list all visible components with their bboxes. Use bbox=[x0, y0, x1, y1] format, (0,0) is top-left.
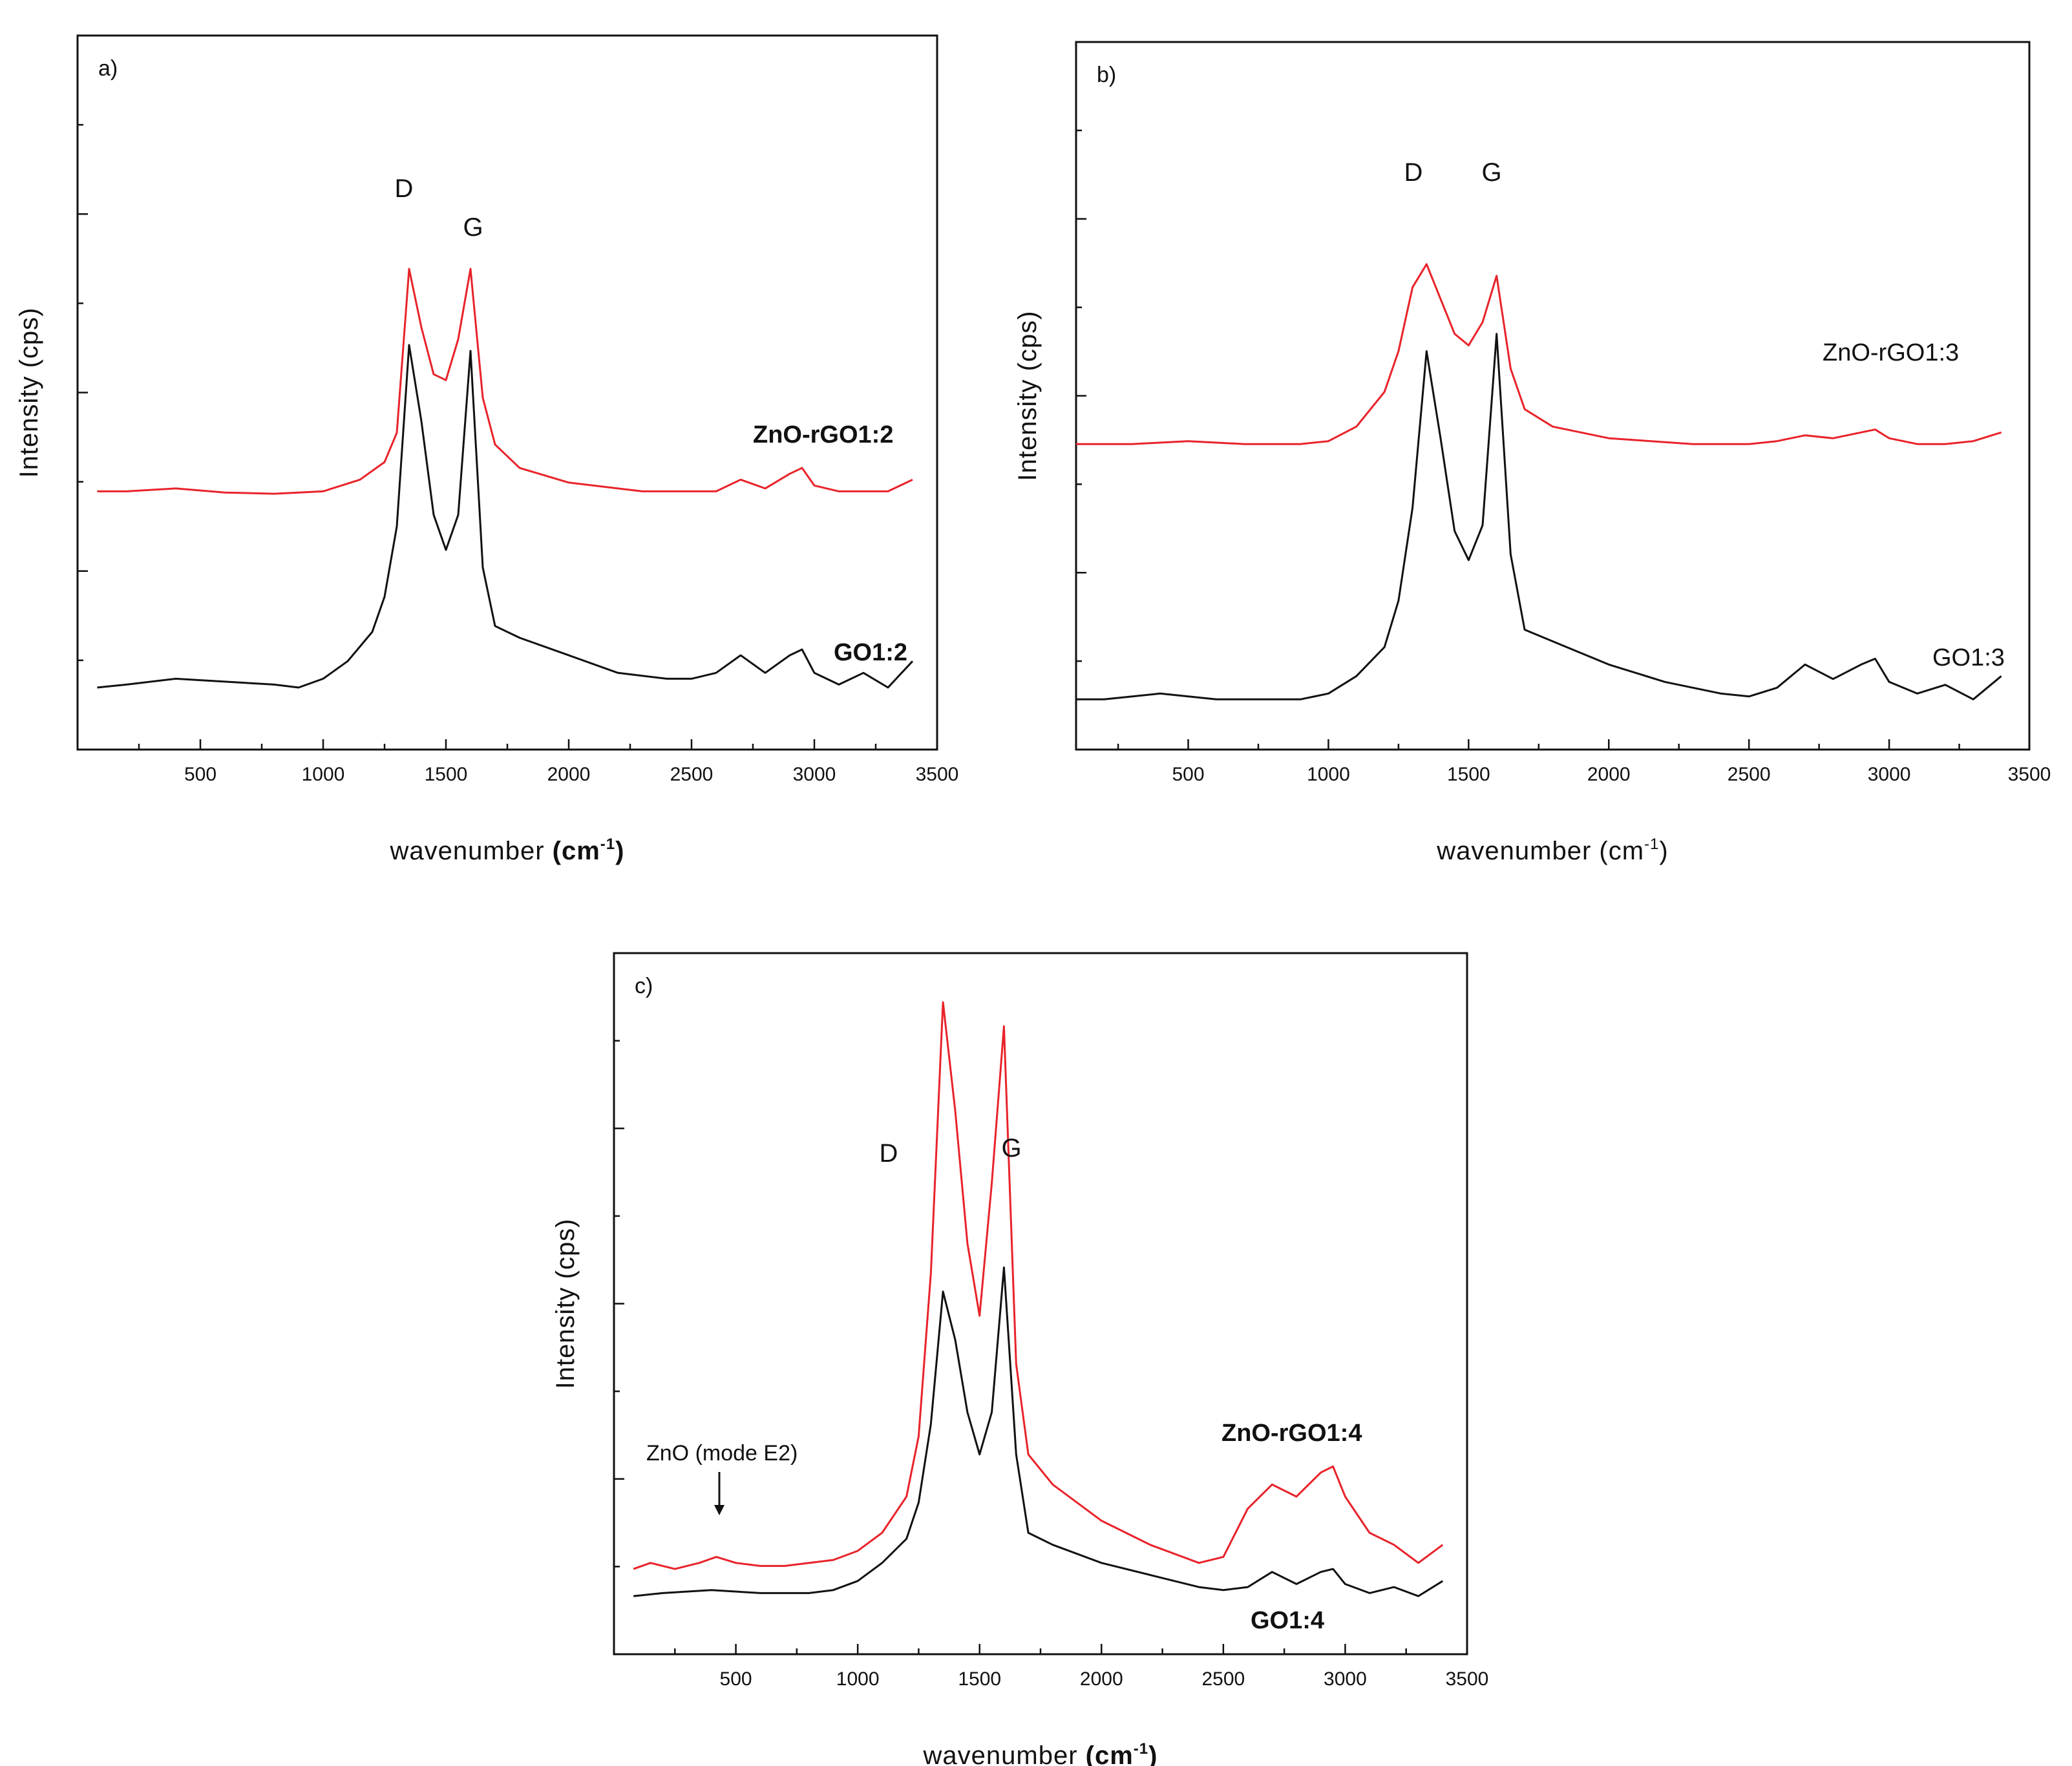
series-line-go1-4 bbox=[633, 1267, 1444, 1597]
panel-label: c) bbox=[635, 974, 653, 998]
y-axis-title: Intensity (cps) bbox=[15, 308, 43, 478]
x-tick-label: 3500 bbox=[916, 764, 959, 785]
peak-label-g: G bbox=[1481, 158, 1501, 187]
x-tick-label: 500 bbox=[184, 764, 217, 785]
series-line-zno-rgo1-4 bbox=[633, 1001, 1444, 1570]
series-line-go1-3 bbox=[1076, 333, 2002, 700]
x-tick-label: 3500 bbox=[2008, 764, 2051, 785]
series-label: ZnO-rGO1:4 bbox=[1221, 1420, 1362, 1447]
x-tick-label: 500 bbox=[720, 1668, 752, 1690]
chart-panel-2: 500 1000 1500 2000 2500 3000 3500 ZnO-rGO1:3 GO1… bbox=[1013, 41, 2051, 865]
peak-label-d: D bbox=[395, 174, 414, 203]
x-tick-label: 1000 bbox=[836, 1668, 880, 1690]
x-tick-label: 1000 bbox=[1307, 764, 1350, 785]
series-line-zno-rgo1-2 bbox=[97, 268, 913, 495]
y-axis-title: Intensity (cps) bbox=[1013, 311, 1042, 481]
x-tick-label: 3000 bbox=[1324, 1668, 1367, 1690]
peak-label-d: D bbox=[880, 1139, 898, 1168]
chart-panel-3: 500 1000 1500 2000 2500 3000 3500 ZnO-rGO1:4 GO1… bbox=[551, 952, 1489, 1766]
x-tick-label: 2500 bbox=[1728, 764, 1771, 785]
x-tick-label: 1500 bbox=[425, 764, 468, 785]
x-tick-label: 2000 bbox=[1587, 764, 1631, 785]
peak-label-g: G bbox=[1001, 1134, 1021, 1162]
series-label: ZnO-rGO1:2 bbox=[753, 421, 893, 448]
series-label: ZnO-rGO1:3 bbox=[1823, 339, 1959, 366]
plot-frame bbox=[76, 34, 938, 751]
peak-label-g: G bbox=[463, 213, 483, 242]
series-label: GO1:4 bbox=[1251, 1607, 1324, 1634]
plot-frame bbox=[1075, 41, 2031, 751]
x-axis-title: wavenumber (cm-1) bbox=[923, 1740, 1158, 1766]
panel-label: a) bbox=[98, 56, 118, 81]
x-tick-label: 2000 bbox=[1080, 1668, 1123, 1690]
panel-label: b) bbox=[1097, 63, 1116, 87]
x-tick-label: 1000 bbox=[302, 764, 345, 785]
x-tick-label: 2500 bbox=[1201, 1668, 1245, 1690]
x-axis-title: wavenumber (cm-1) bbox=[1436, 836, 1668, 865]
series-label: GO1:2 bbox=[834, 639, 907, 666]
x-tick-label: 2000 bbox=[547, 764, 591, 785]
chart-panel-1: 500 1000 1500 2000 2500 3000 3500 ZnO-rGO1:2 GO1… bbox=[15, 34, 959, 865]
series-label: GO1:3 bbox=[1932, 644, 2005, 671]
annotation-arrow-head bbox=[714, 1505, 724, 1515]
x-tick-label: 1500 bbox=[1447, 764, 1490, 785]
x-tick-label: 3000 bbox=[793, 764, 836, 785]
y-axis-title: Intensity (cps) bbox=[551, 1219, 580, 1389]
x-tick-label: 1500 bbox=[958, 1668, 1001, 1690]
zno-mode-annotation: ZnO (mode E2) bbox=[646, 1441, 798, 1466]
x-tick-label: 3500 bbox=[1446, 1668, 1489, 1690]
x-axis-title: wavenumber (cm-1) bbox=[390, 836, 625, 865]
peak-label-d: D bbox=[1404, 158, 1423, 187]
plot-frame bbox=[613, 952, 1468, 1656]
series-line-go1-2 bbox=[97, 344, 914, 689]
x-tick-label: 500 bbox=[1172, 764, 1204, 785]
x-tick-label: 2500 bbox=[670, 764, 714, 785]
x-tick-label: 3000 bbox=[1868, 764, 1911, 785]
series-line-zno-rgo1-3 bbox=[1076, 263, 2002, 445]
